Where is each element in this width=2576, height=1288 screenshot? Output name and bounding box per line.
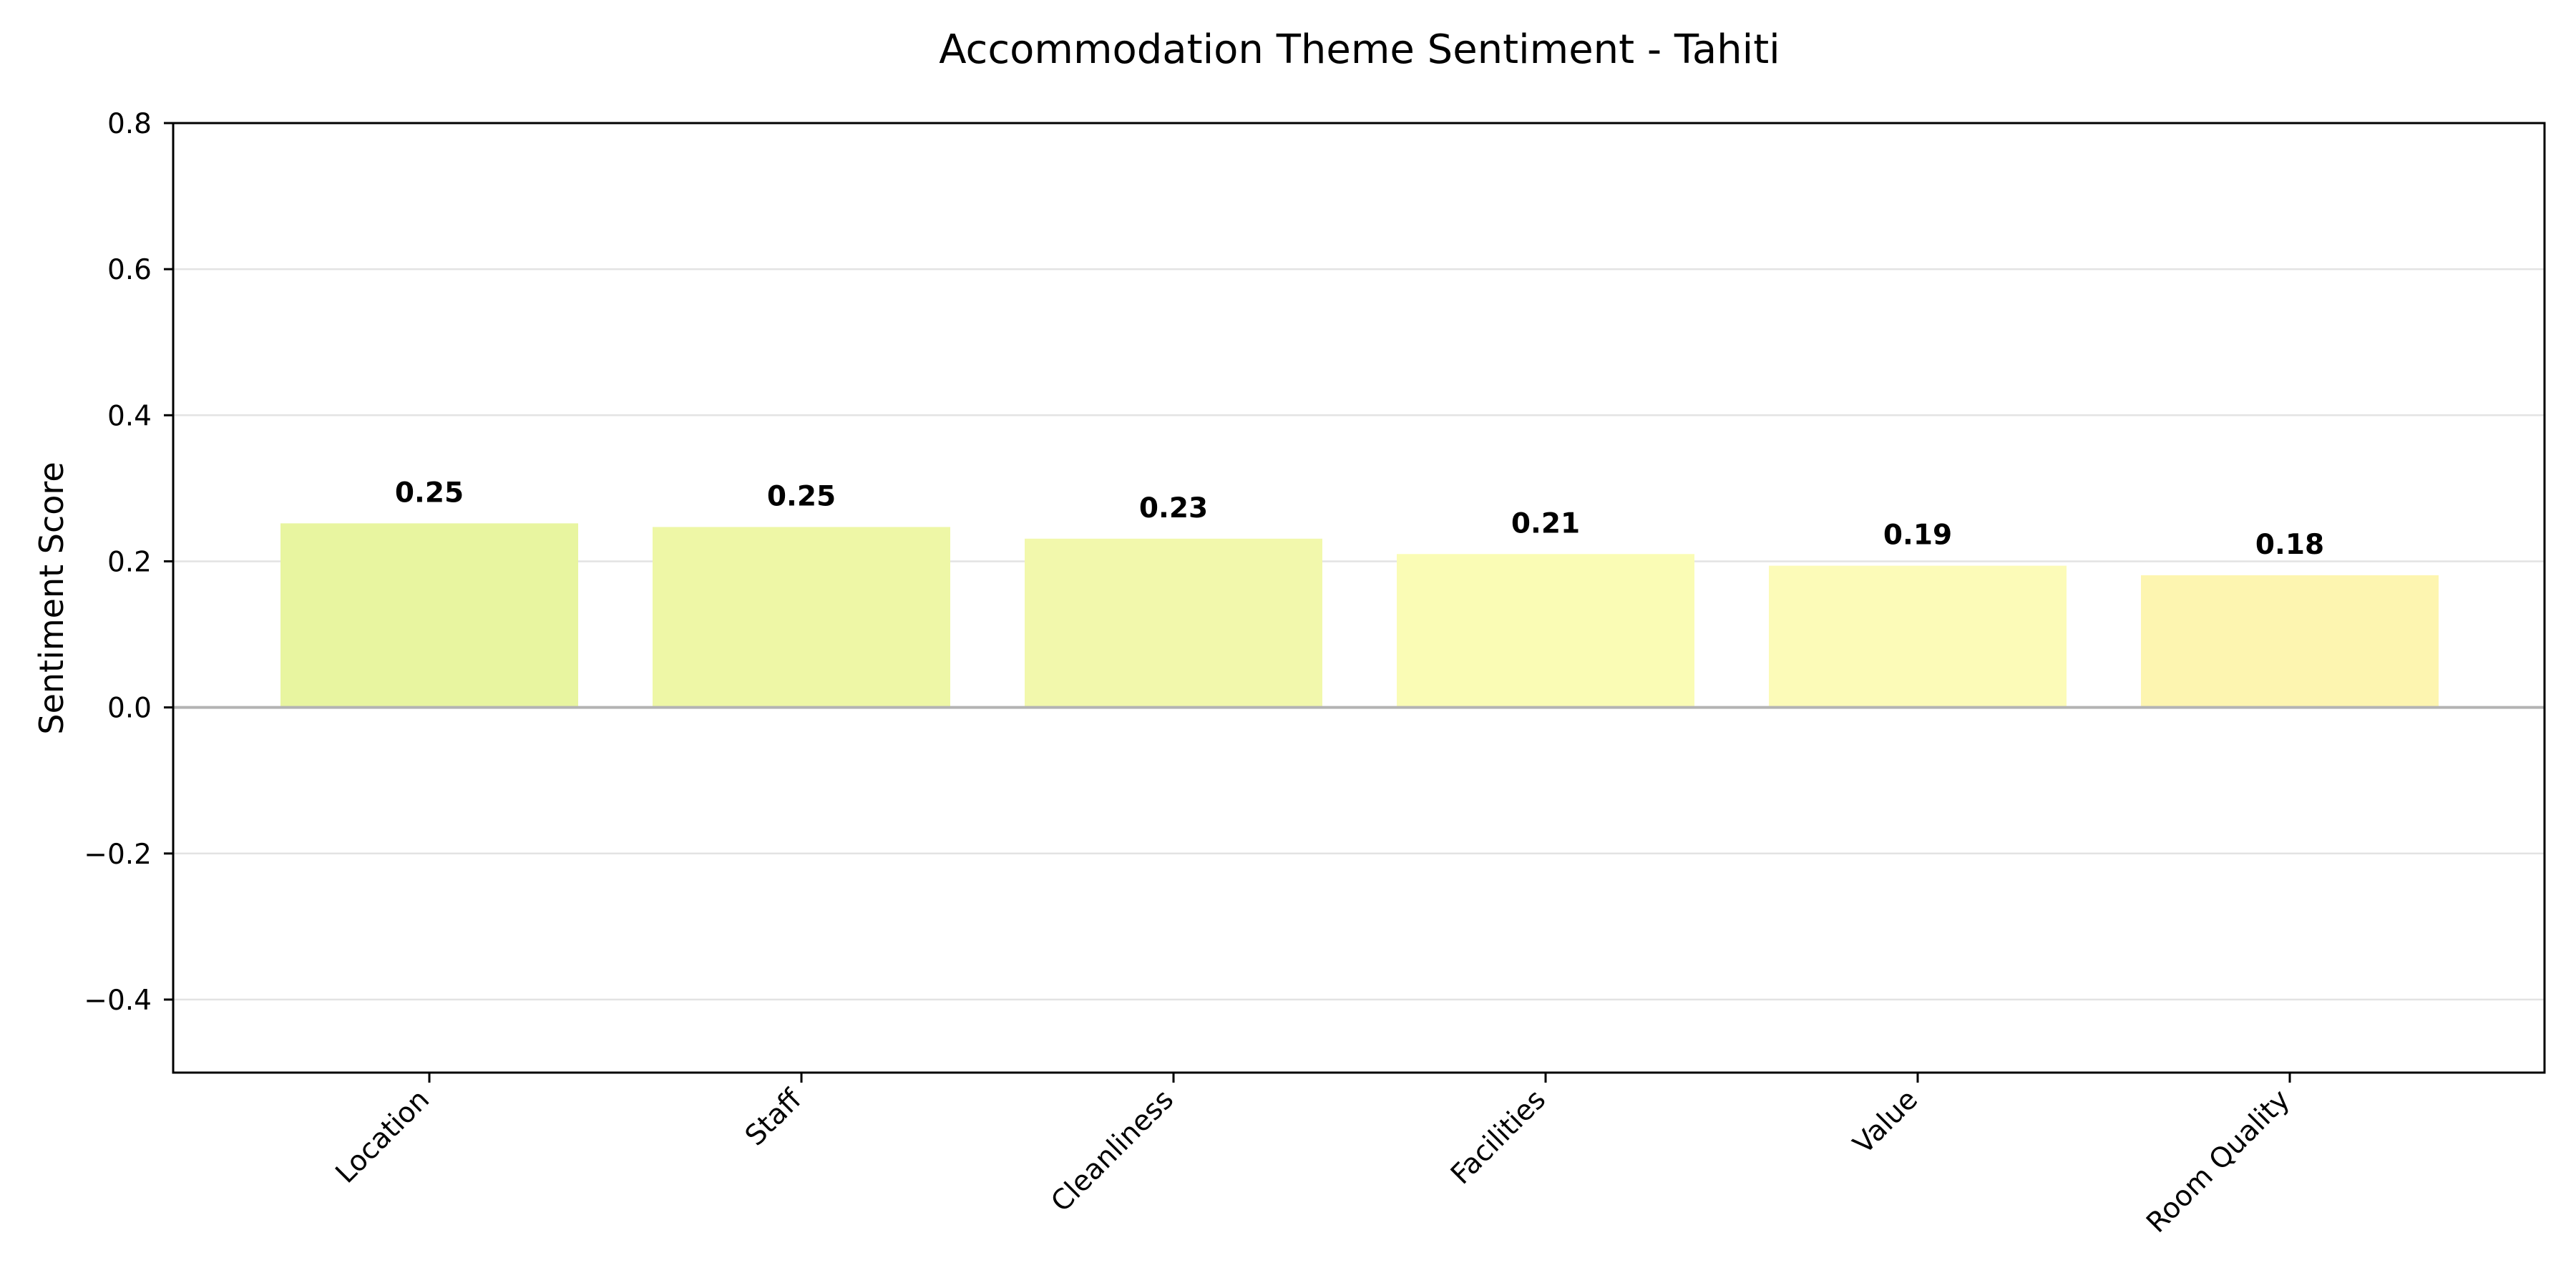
bar-facilities xyxy=(1397,554,1694,708)
bar-location xyxy=(280,523,578,708)
value-label: 0.25 xyxy=(767,480,836,512)
plot-frame xyxy=(172,122,2546,1074)
bar-staff xyxy=(653,527,950,708)
y-tick-label: −0.4 xyxy=(84,985,152,1017)
bar-room-quality xyxy=(2141,575,2439,708)
y-tick-label: 0.8 xyxy=(107,108,152,140)
value-labels: 0.25 0.25 0.23 0.21 0.19 0.18 xyxy=(395,477,2324,560)
chart-title: Accommodation Theme Sentiment - Tahiti xyxy=(939,26,1780,73)
value-label: 0.19 xyxy=(1883,519,1952,552)
y-tick-label: 0.0 xyxy=(107,693,152,725)
value-label: 0.18 xyxy=(2255,529,2324,561)
bars xyxy=(280,523,2439,708)
y-tick-label: −0.2 xyxy=(84,839,152,871)
bar-cleanliness xyxy=(1025,538,1322,708)
y-tick-label: 0.2 xyxy=(107,546,152,578)
value-label: 0.23 xyxy=(1139,492,1208,525)
value-label: 0.25 xyxy=(395,477,464,509)
value-label: 0.21 xyxy=(1511,507,1580,540)
y-axis: 0.8 0.6 0.4 0.2 0.0 −0.2 −0.4 xyxy=(84,108,173,1017)
y-tick-label: 0.6 xyxy=(107,254,152,286)
y-tick-label: 0.4 xyxy=(107,400,152,432)
bar-value xyxy=(1769,565,2067,708)
y-axis-label: Sentiment Score xyxy=(32,462,71,734)
